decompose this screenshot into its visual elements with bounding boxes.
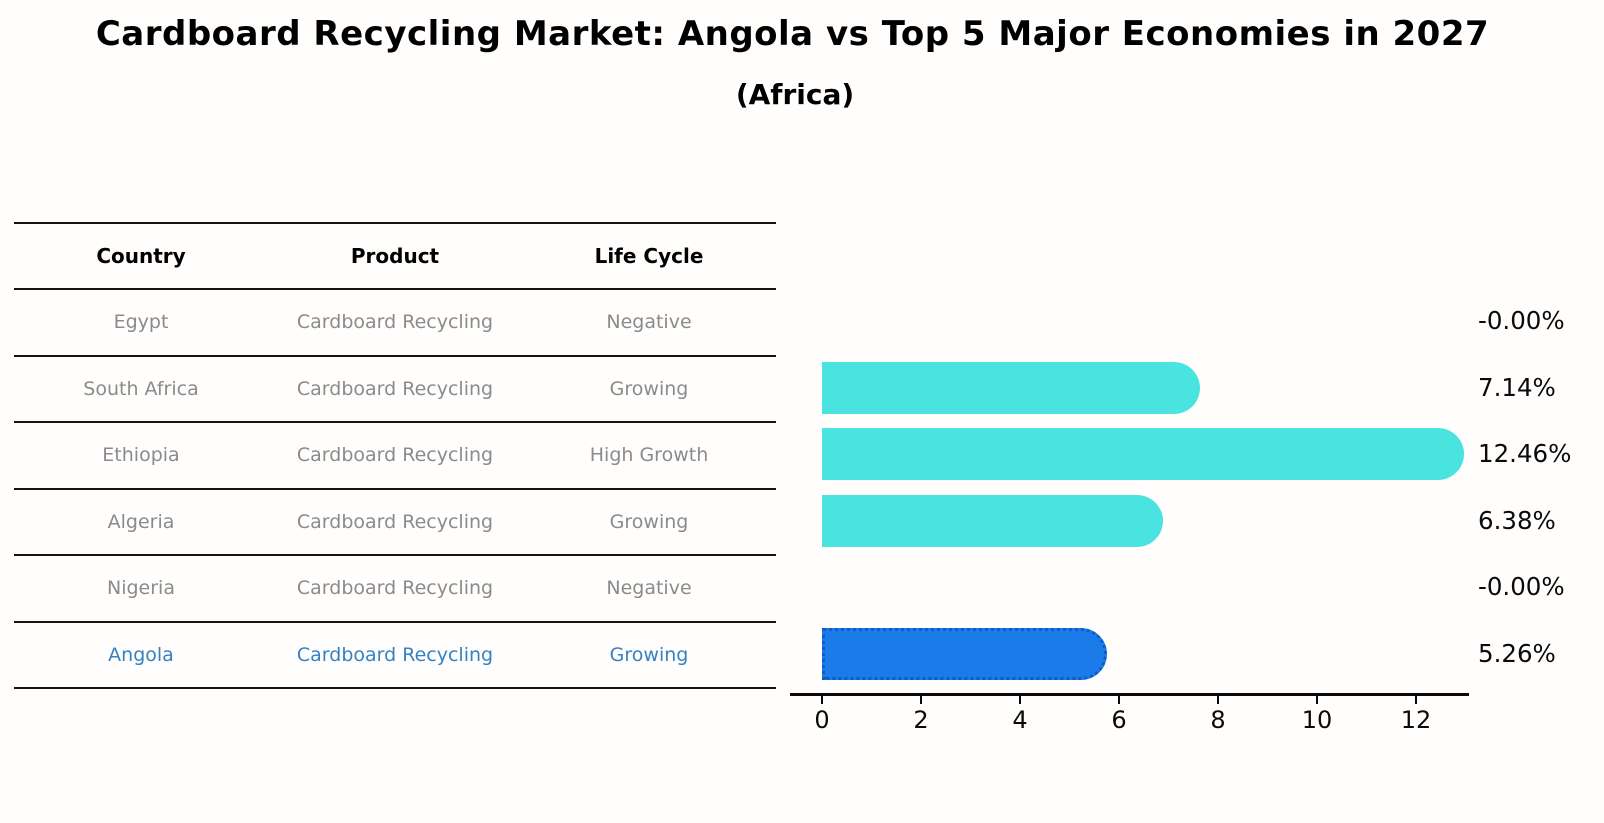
chart-bar-ethiopia bbox=[822, 428, 1464, 481]
cell-country: Algeria bbox=[107, 510, 175, 533]
x-axis-tick-label: 10 bbox=[1301, 706, 1333, 734]
chart-bar-south-africa bbox=[822, 361, 1201, 414]
value-label-south-africa: 7.14% bbox=[1478, 372, 1556, 402]
x-axis-tick bbox=[920, 695, 922, 704]
header-cell-product: Product bbox=[350, 244, 440, 268]
table-row-egypt: Egypt Cardboard Recycling Negative bbox=[14, 290, 776, 357]
cell-country: Ethiopia bbox=[102, 444, 180, 467]
x-axis-tick-label: 6 bbox=[1111, 706, 1127, 734]
cell-lifecycle: Growing bbox=[609, 510, 689, 533]
cell-product: Cardboard Recycling bbox=[296, 510, 494, 533]
cell-product: Cardboard Recycling bbox=[296, 577, 494, 600]
table-row-south-africa: South Africa Cardboard Recycling Growing bbox=[14, 357, 776, 423]
value-label-egypt: -0.00% bbox=[1478, 306, 1565, 336]
cell-country: Nigeria bbox=[107, 577, 175, 600]
x-axis-tick-label: 2 bbox=[913, 706, 929, 734]
cell-product: Cardboard Recycling bbox=[296, 311, 494, 334]
header-cell-country: Country bbox=[96, 244, 186, 268]
x-axis-tick bbox=[821, 695, 823, 704]
x-axis-tick bbox=[1118, 695, 1120, 704]
x-axis-tick-label: 0 bbox=[814, 706, 830, 734]
cell-product: Cardboard Recycling bbox=[296, 643, 494, 666]
value-label-nigeria: -0.00% bbox=[1478, 572, 1565, 602]
value-label-ethiopia: 12.46% bbox=[1478, 439, 1572, 469]
cell-country: Angola bbox=[108, 643, 174, 666]
value-label-angola: 5.26% bbox=[1478, 638, 1556, 668]
header-cell-life-cycle: Life Cycle bbox=[594, 244, 704, 268]
cell-product: Cardboard Recycling bbox=[296, 444, 494, 467]
cell-lifecycle: Negative bbox=[606, 311, 692, 334]
table-row-angola: Angola Cardboard Recycling Growing bbox=[14, 623, 776, 689]
table-row-nigeria: Nigeria Cardboard Recycling Negative bbox=[14, 556, 776, 623]
page-title: Cardboard Recycling Market: Angola vs To… bbox=[95, 14, 1490, 54]
comparison-table: Country Product Life Cycle Egypt Cardboard … bbox=[14, 222, 776, 689]
table-row-algeria: Algeria Cardboard Recycling Growing bbox=[14, 490, 776, 556]
x-axis-tick bbox=[1217, 695, 1219, 704]
x-axis bbox=[790, 693, 1469, 696]
comparison-table-body: Egypt Cardboard Recycling Negative South Af… bbox=[14, 290, 776, 689]
table-header-row: Country Product Life Cycle bbox=[14, 224, 776, 290]
cell-country: Egypt bbox=[113, 311, 169, 334]
value-label-algeria: 6.38% bbox=[1478, 505, 1556, 535]
cell-lifecycle: Negative bbox=[606, 577, 692, 600]
chart-bar-angola bbox=[822, 627, 1108, 680]
chart-bar-algeria bbox=[822, 494, 1163, 547]
x-axis-tick bbox=[1019, 695, 1021, 704]
cell-lifecycle: Growing bbox=[609, 377, 689, 400]
table-row-ethiopia: Ethiopia Cardboard Recycling High Growth bbox=[14, 423, 776, 490]
cell-country: South Africa bbox=[83, 377, 199, 400]
x-axis-tick-label: 4 bbox=[1012, 706, 1028, 734]
page-subtitle: (Africa) bbox=[735, 78, 855, 111]
x-axis-tick-label: 12 bbox=[1400, 706, 1432, 734]
x-axis-tick bbox=[1316, 695, 1318, 704]
x-axis-tick-label: 8 bbox=[1210, 706, 1226, 734]
cell-lifecycle: Growing bbox=[609, 643, 689, 666]
cell-product: Cardboard Recycling bbox=[296, 377, 494, 400]
cell-lifecycle: High Growth bbox=[589, 444, 709, 467]
x-axis-tick bbox=[1415, 695, 1417, 704]
